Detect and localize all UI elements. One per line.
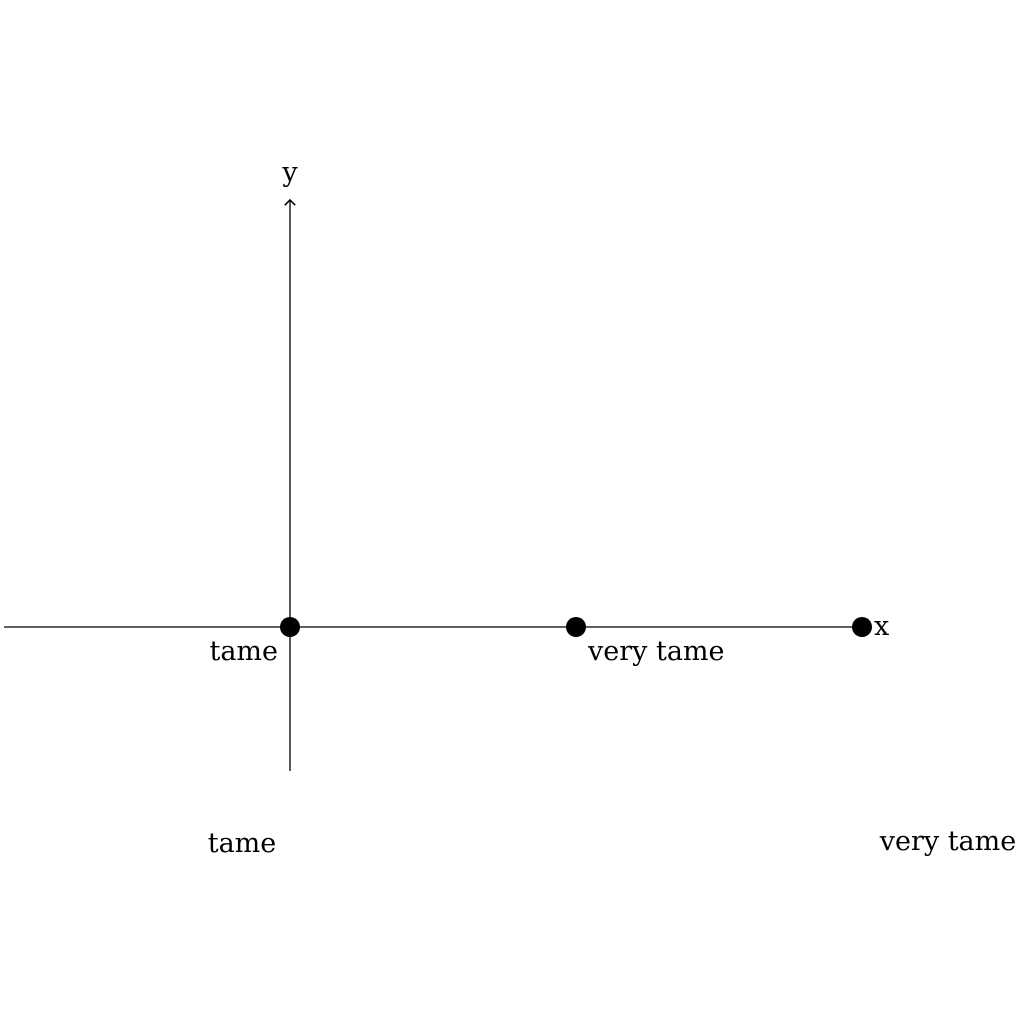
bottom-label-right: very tame: [879, 826, 1017, 857]
points-layer: tame very tame: [209, 617, 872, 667]
point-origin: [280, 617, 300, 637]
point-middle-label: very tame: [587, 636, 725, 667]
x-axis-label: x: [874, 611, 889, 642]
y-axis-label: y: [281, 157, 298, 188]
bottom-label-left: tame: [208, 828, 277, 859]
point-middle: [566, 617, 586, 637]
point-origin-label: tame: [209, 636, 278, 667]
point-end: [852, 617, 872, 637]
